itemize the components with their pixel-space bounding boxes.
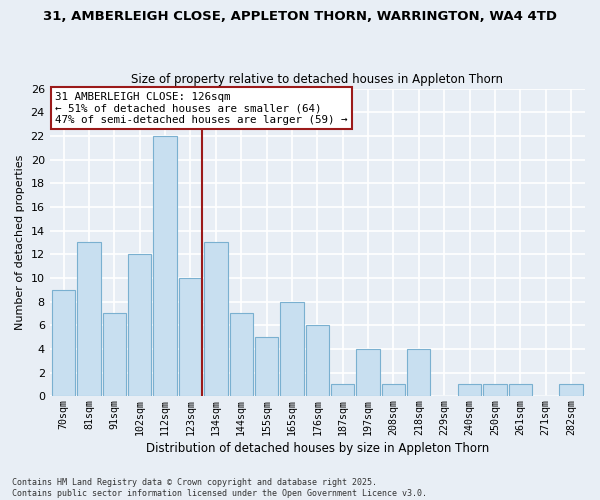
Bar	[103, 314, 126, 396]
Bar	[128, 254, 151, 396]
Bar	[280, 302, 304, 396]
Bar	[154, 136, 177, 396]
Bar	[77, 242, 101, 396]
Bar	[331, 384, 355, 396]
Bar	[458, 384, 481, 396]
X-axis label: Distribution of detached houses by size in Appleton Thorn: Distribution of detached houses by size …	[146, 442, 489, 455]
Bar	[179, 278, 202, 396]
Bar	[255, 337, 278, 396]
Bar	[407, 349, 430, 397]
Bar	[356, 349, 380, 397]
Y-axis label: Number of detached properties: Number of detached properties	[15, 154, 25, 330]
Bar	[52, 290, 75, 397]
Bar	[305, 326, 329, 396]
Text: 31 AMBERLEIGH CLOSE: 126sqm
← 51% of detached houses are smaller (64)
47% of sem: 31 AMBERLEIGH CLOSE: 126sqm ← 51% of det…	[55, 92, 347, 125]
Text: 31, AMBERLEIGH CLOSE, APPLETON THORN, WARRINGTON, WA4 4TD: 31, AMBERLEIGH CLOSE, APPLETON THORN, WA…	[43, 10, 557, 23]
Bar	[559, 384, 583, 396]
Text: Contains HM Land Registry data © Crown copyright and database right 2025.
Contai: Contains HM Land Registry data © Crown c…	[12, 478, 427, 498]
Bar	[204, 242, 227, 396]
Bar	[382, 384, 405, 396]
Bar	[509, 384, 532, 396]
Title: Size of property relative to detached houses in Appleton Thorn: Size of property relative to detached ho…	[131, 73, 503, 86]
Bar	[483, 384, 506, 396]
Bar	[230, 314, 253, 396]
